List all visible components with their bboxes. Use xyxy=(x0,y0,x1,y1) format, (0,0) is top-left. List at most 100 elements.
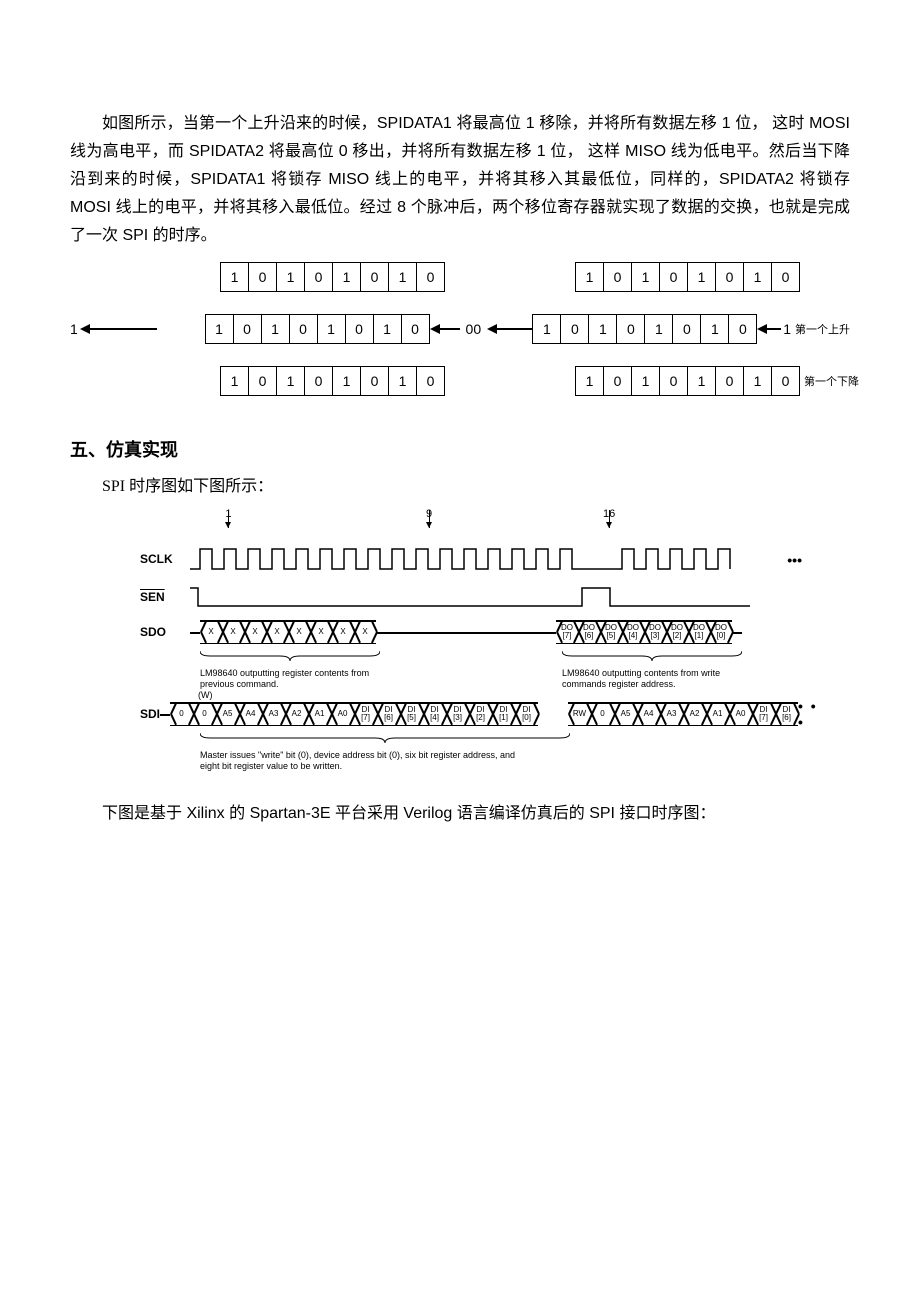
marker-1: 1 xyxy=(225,508,231,528)
bit: 0 xyxy=(304,366,333,396)
bit: 1 xyxy=(332,366,361,396)
bit: 1 xyxy=(644,314,673,344)
bit: 0 xyxy=(771,262,800,292)
reg-row-3: 1 0 1 0 1 0 1 0 1 0 1 0 1 0 1 0 第一个下降 xyxy=(70,366,850,396)
paragraph-1: 如图所示，当第一个上升沿来的时候，SPIDATA1 将最高位 1 移除，并将所有… xyxy=(70,110,850,250)
bit: 1 xyxy=(373,314,402,344)
bit: 0 xyxy=(715,262,744,292)
arrow-left-icon xyxy=(487,324,497,334)
flat-line xyxy=(732,620,742,644)
arrow-down-icon xyxy=(426,522,432,528)
mid-label: 00 xyxy=(460,321,488,337)
timing-diagram: 1 9 16 SCLK ••• SEN xyxy=(140,508,780,780)
bit: 0 xyxy=(603,366,632,396)
sdi-label: SDI xyxy=(140,707,160,721)
bit: 1 xyxy=(261,314,290,344)
bit: 0 xyxy=(659,262,688,292)
bit: 1 xyxy=(205,314,234,344)
bit: 0 xyxy=(416,262,445,292)
arrow-down-icon xyxy=(225,522,231,528)
reg-box-right-3: 1 0 1 0 1 0 1 0 xyxy=(575,366,800,396)
dots: • • • xyxy=(798,702,828,726)
bit: 1 xyxy=(276,366,305,396)
bit: 0 xyxy=(289,314,318,344)
sdo-label: SDO xyxy=(140,625,190,639)
bit: 1 xyxy=(532,314,561,344)
bit: 1 xyxy=(276,262,305,292)
bit: 1 xyxy=(575,366,604,396)
reg-box-right-1: 1 0 1 0 1 0 1 0 xyxy=(575,262,800,292)
sclk-wave xyxy=(190,544,750,574)
bit: 1 xyxy=(743,366,772,396)
data-cell: DO [0] xyxy=(710,620,732,644)
bit: 1 xyxy=(220,366,249,396)
arrow-left-icon xyxy=(757,324,767,334)
paragraph-2: 下图是基于 Xilinx 的 Spartan-3E 平台采用 Verilog 语… xyxy=(70,800,850,828)
bit: 0 xyxy=(616,314,645,344)
sdo-brace-left-text: LM98640 outputting register contents fro… xyxy=(200,668,380,690)
bit: 1 xyxy=(332,262,361,292)
bit: 1 xyxy=(317,314,346,344)
bit: 0 xyxy=(659,366,688,396)
bit: 1 xyxy=(687,262,716,292)
reg-row-1: 1 0 1 0 1 0 1 0 1 0 1 0 1 0 1 0 xyxy=(70,262,850,292)
marker-9: 9 xyxy=(426,508,432,528)
bit: 0 xyxy=(771,366,800,396)
data-cell: DI [0] xyxy=(515,702,538,726)
data-cell: X xyxy=(354,620,376,644)
bit: 1 xyxy=(575,262,604,292)
bit: 0 xyxy=(248,262,277,292)
sclk-row: SCLK ••• xyxy=(140,544,780,574)
bit: 1 xyxy=(700,314,729,344)
page: 如图所示，当第一个上升沿来的时候，SPIDATA1 将最高位 1 移除，并将所有… xyxy=(0,0,920,828)
bit: 0 xyxy=(672,314,701,344)
bit: 0 xyxy=(360,366,389,396)
bit: 0 xyxy=(345,314,374,344)
arrow-down-icon xyxy=(606,522,612,528)
left-out-value: 1 xyxy=(70,321,78,337)
sdi-brace-text: Master issues "write" bit (0), device ad… xyxy=(200,750,520,772)
sdo-braces: LM98640 outputting register contents fro… xyxy=(190,648,780,690)
arrow-left-icon xyxy=(430,324,440,334)
bit: 0 xyxy=(248,366,277,396)
register-shift-diagram: 1 0 1 0 1 0 1 0 1 0 1 0 1 0 1 0 xyxy=(70,262,850,396)
row3-caption: 第一个下降 xyxy=(804,373,859,389)
bit: 1 xyxy=(388,366,417,396)
bit: 1 xyxy=(588,314,617,344)
reg-box-right-2: 1 0 1 0 1 0 1 0 xyxy=(532,314,757,344)
flat-line xyxy=(376,620,556,644)
bit: 1 xyxy=(631,262,660,292)
bit: 0 xyxy=(715,366,744,396)
section-5-title: 五、仿真实现 xyxy=(70,436,850,462)
sdo-brace-right-text: LM98640 outputting contents from write c… xyxy=(562,668,742,690)
section-5-sub: SPI 时序图如下图所示： xyxy=(70,472,850,496)
bit: 0 xyxy=(233,314,262,344)
sdi-row: SDI 00A5A4A3A2A1A0DI [7]DI [6]DI [5]DI [… xyxy=(140,702,780,726)
row2-caption: 第一个上升 xyxy=(795,321,850,337)
reg-row-2: 1 1 0 1 0 1 0 1 0 xyxy=(70,314,850,344)
bit: 0 xyxy=(401,314,430,344)
sdo-row: SDO XXXXXXXXDO [7]DO [6]DO [5]DO [4]DO [… xyxy=(140,620,780,644)
bit: 1 xyxy=(388,262,417,292)
sen-wave xyxy=(190,584,750,610)
sen-row: SEN xyxy=(140,584,780,610)
bit: 1 xyxy=(743,262,772,292)
data-cell: DI [6] xyxy=(775,702,798,726)
bit: 0 xyxy=(728,314,757,344)
reg-box-left-3: 1 0 1 0 1 0 1 0 xyxy=(220,366,445,396)
bit: 0 xyxy=(560,314,589,344)
marker-16: 16 xyxy=(603,508,615,528)
sdi-header: (W) xyxy=(198,690,780,702)
arrow-left-icon xyxy=(80,324,90,334)
right-in-value: 1 xyxy=(783,321,791,337)
bit: 0 xyxy=(416,366,445,396)
bit: 0 xyxy=(603,262,632,292)
bit: 0 xyxy=(360,262,389,292)
sclk-label: SCLK xyxy=(140,552,190,566)
bit: 1 xyxy=(687,366,716,396)
marker-row: 1 9 16 xyxy=(190,508,780,544)
reg-box-left-2: 1 0 1 0 1 0 1 0 xyxy=(205,314,430,344)
sdi-braces: Master issues "write" bit (0), device ad… xyxy=(190,730,780,780)
reg-box-left-1: 1 0 1 0 1 0 1 0 xyxy=(220,262,445,292)
bit: 0 xyxy=(304,262,333,292)
